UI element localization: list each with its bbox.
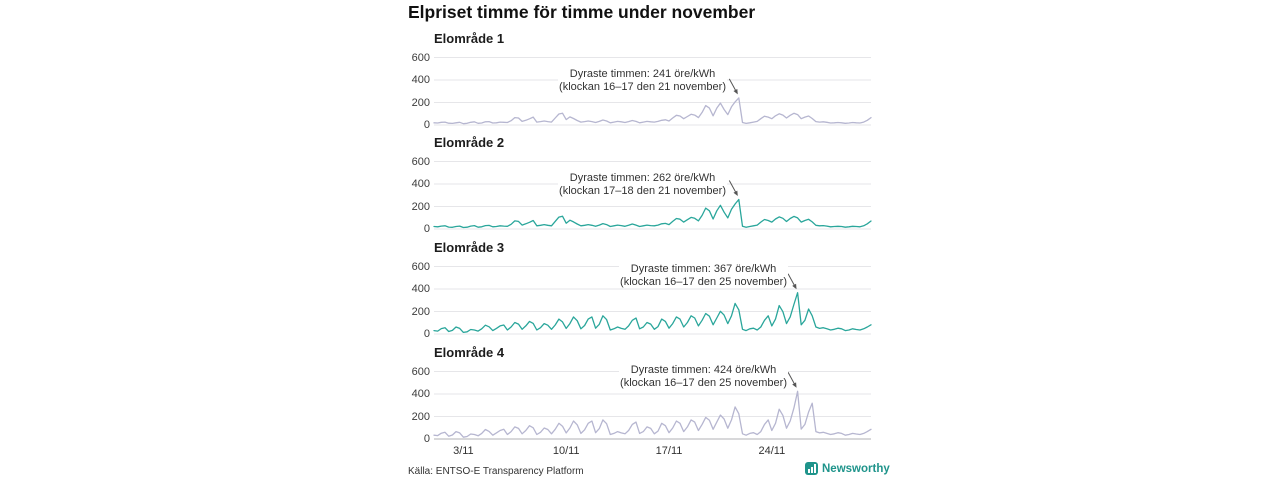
peak-annotation-line2: (klockan 17–18 den 21 november) xyxy=(559,184,726,197)
y-tick-label: 600 xyxy=(411,155,430,168)
bar-chart-logo-icon xyxy=(805,462,818,475)
y-tick-label: 0 xyxy=(423,328,430,340)
y-tick-label: 400 xyxy=(411,74,430,86)
peak-annotation: Dyraste timmen: 262 öre/kWh (klockan 17–… xyxy=(558,172,727,197)
x-tick-label: 3/11 xyxy=(453,445,474,457)
peak-annotation-line2: (klockan 16–17 den 25 november) xyxy=(620,275,787,288)
y-tick-label: 0 xyxy=(423,223,430,235)
y-tick-label: 200 xyxy=(411,305,430,318)
x-axis: 3/11 10/11 17/11 24/11 xyxy=(408,445,878,459)
line-plot-elomrade-2 xyxy=(433,161,872,230)
y-tick-label: 200 xyxy=(411,200,430,213)
brand-name: Newsworthy xyxy=(822,462,890,475)
y-tick-label: 600 xyxy=(411,51,430,64)
x-tick-label: 24/11 xyxy=(758,445,786,457)
subplot-title: Elområde 3 xyxy=(434,240,505,255)
y-tick-label: 200 xyxy=(411,410,430,423)
y-tick-label: 200 xyxy=(411,96,430,109)
y-tick-label: 400 xyxy=(411,388,430,400)
y-tick-label: 0 xyxy=(423,119,430,131)
subplot-title: Elområde 2 xyxy=(434,135,505,150)
peak-annotation-line1: Dyraste timmen: 241 öre/kWh xyxy=(569,68,716,80)
subplot-title: Elområde 4 xyxy=(434,345,505,360)
source-credit: Källa: ENTSO-E Transparency Platform xyxy=(408,466,584,477)
y-tick-label: 600 xyxy=(411,260,430,273)
line-plot-elomrade-1 xyxy=(433,57,872,126)
peak-annotation-line1: Dyraste timmen: 424 öre/kWh xyxy=(630,364,777,376)
x-tick-label: 17/11 xyxy=(655,445,683,457)
subplot-title: Elområde 1 xyxy=(434,31,505,46)
subplot-elomrade-1: Elområde 1 Dyraste timmen: 241 öre/kWh (… xyxy=(408,30,878,134)
y-tick-label: 400 xyxy=(411,178,430,190)
y-tick-label: 600 xyxy=(411,365,430,378)
peak-annotation: Dyraste timmen: 241 öre/kWh (klockan 16–… xyxy=(558,68,727,93)
x-tick-label: 10/11 xyxy=(552,445,580,457)
y-tick-label: 400 xyxy=(411,283,430,295)
peak-annotation: Dyraste timmen: 367 öre/kWh (klockan 16–… xyxy=(619,263,788,288)
y-tick-label: 0 xyxy=(423,433,430,445)
peak-annotation-line1: Dyraste timmen: 262 öre/kWh xyxy=(569,172,716,184)
page-title: Elpriset timme för timme under november xyxy=(408,2,756,22)
subplot-elomrade-4: Elområde 4 Dyraste timmen: 424 öre/kWh (… xyxy=(408,344,878,448)
brand-logo: Newsworthy xyxy=(805,462,890,475)
peak-annotation-line1: Dyraste timmen: 367 öre/kWh xyxy=(630,263,777,275)
peak-annotation-line2: (klockan 16–17 den 21 november) xyxy=(559,80,726,93)
peak-annotation-line2: (klockan 16–17 den 25 november) xyxy=(620,376,787,389)
subplot-elomrade-2: Elområde 2 Dyraste timmen: 262 öre/kWh (… xyxy=(408,134,878,238)
peak-annotation: Dyraste timmen: 424 öre/kWh (klockan 16–… xyxy=(619,364,788,389)
subplot-elomrade-3: Elområde 3 Dyraste timmen: 367 öre/kWh (… xyxy=(408,239,878,343)
